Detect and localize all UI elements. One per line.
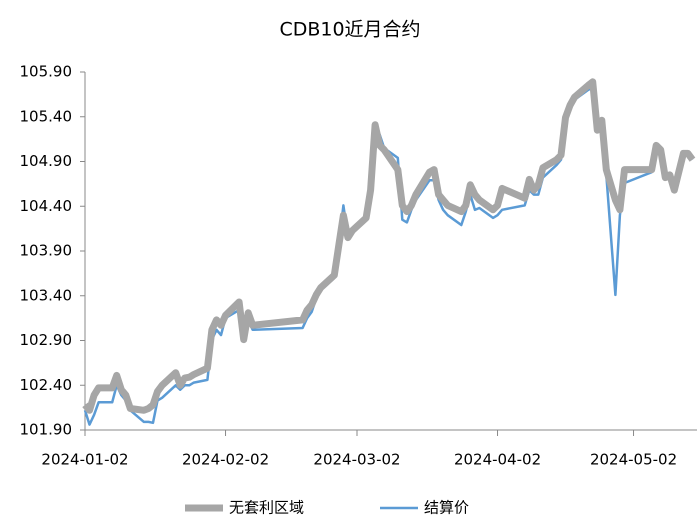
y-tick-label: 104.40	[20, 197, 73, 215]
x-tick-label: 2024-04-02	[454, 451, 541, 469]
y-tick-label: 105.90	[20, 63, 73, 81]
y-tick-label: 102.40	[20, 376, 73, 394]
y-tick-label: 103.90	[20, 242, 73, 260]
y-tick-label: 105.40	[20, 107, 73, 125]
legend-label: 无套利区域	[229, 499, 304, 517]
y-tick-label: 101.90	[20, 421, 73, 439]
x-tick-label: 2024-01-02	[41, 451, 128, 469]
x-tick-label: 2024-02-02	[182, 451, 269, 469]
line-series	[82, 78, 696, 414]
y-tick-label: 103.40	[20, 286, 73, 304]
y-tick-label: 102.90	[20, 331, 73, 349]
x-tick-label: 2024-03-02	[313, 451, 400, 469]
y-tick-label: 104.90	[20, 152, 73, 170]
x-tick-label: 2024-05-02	[590, 451, 677, 469]
legend-label: 结算价	[424, 499, 469, 517]
chart-title: CDB10近月合约	[279, 19, 420, 41]
